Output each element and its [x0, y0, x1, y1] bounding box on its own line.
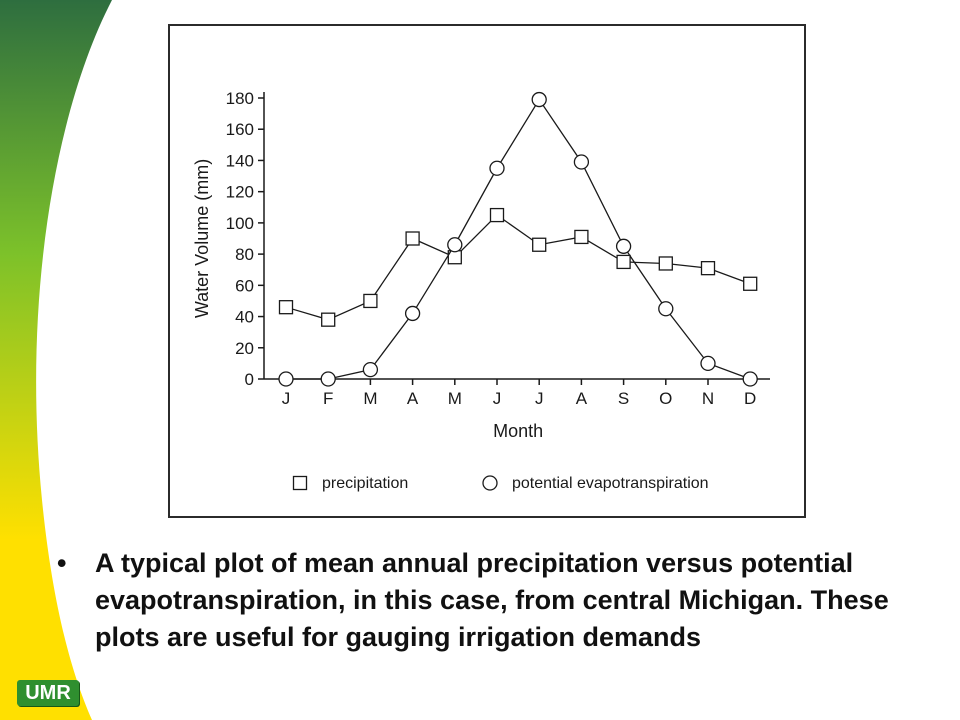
decorative-side-band — [0, 0, 112, 720]
x-tick-label: J — [493, 389, 502, 408]
y-tick-label: 40 — [235, 308, 254, 327]
precipitation-data-point — [743, 276, 758, 291]
evapotranspiration-data-point — [404, 305, 421, 322]
x-tick-label: M — [363, 389, 377, 408]
y-tick-label: 100 — [226, 214, 254, 233]
caption-text: A typical plot of mean annual precipitat… — [95, 548, 889, 652]
y-tick-label: 180 — [226, 89, 254, 108]
x-tick-label: A — [407, 389, 419, 408]
legend-label-precipitation: precipitation — [322, 475, 408, 492]
evapotranspiration-data-point — [700, 355, 716, 372]
evapotranspiration-data-point — [278, 371, 294, 387]
legend-marker-precipitation — [292, 475, 308, 491]
x-axis-title: Month — [493, 421, 543, 441]
precipitation-series-line — [285, 214, 751, 321]
x-tick-label: S — [618, 389, 629, 408]
precipitation-data-point — [363, 293, 378, 309]
chart-frame: 0 20 40 60 80 100 120 140 160 180 J F M A M J J A S O N D Mont… — [168, 24, 806, 518]
caption: • A typical plot of mean annual precipit… — [57, 545, 947, 656]
y-tick-label: 140 — [226, 151, 254, 170]
evapotranspiration-data-point — [658, 301, 674, 317]
bullet-marker: • — [57, 548, 67, 578]
precipitation-data-point — [278, 300, 294, 315]
y-tick-label: 120 — [226, 183, 254, 202]
precipitation-data-point — [321, 312, 336, 327]
umr-logo: UMR — [17, 680, 79, 706]
y-tick-label: 80 — [235, 245, 254, 264]
line-chart: 0 20 40 60 80 100 120 140 160 180 J F M A M J J A S O N D Mont… — [192, 89, 770, 492]
evapotranspiration-data-point — [531, 91, 547, 108]
evapotranspiration-data-point — [573, 154, 590, 170]
y-tick-label: 60 — [235, 276, 254, 295]
precipitation-data-point — [574, 229, 589, 245]
legend-marker-evapotranspiration — [482, 475, 498, 491]
y-axis-title: Water Volume (mm) — [192, 159, 212, 318]
precipitation-data-point — [700, 261, 716, 276]
precipitation-data-point — [405, 231, 420, 246]
evapotranspiration-data-point — [615, 238, 632, 254]
legend-label-evapotranspiration: potential evapotranspiration — [512, 475, 709, 492]
x-tick-label: M — [448, 389, 462, 408]
evapotranspiration-data-point — [320, 371, 336, 387]
x-tick-label: J — [535, 389, 544, 408]
x-tick-label: D — [744, 389, 756, 408]
x-tick-label: F — [323, 389, 333, 408]
x-tick-label: N — [702, 389, 714, 408]
precipitation-data-point — [532, 237, 547, 252]
x-tick-label: J — [282, 389, 291, 408]
precipitation-data-point — [616, 254, 631, 270]
x-tick-label: O — [659, 389, 672, 408]
evapotranspiration-data-point — [489, 160, 505, 176]
evapotranspiration-series-line — [286, 98, 751, 380]
evapotranspiration-data-point — [447, 237, 463, 253]
evapotranspiration-data-point — [742, 371, 758, 387]
y-tick-label: 160 — [226, 120, 254, 139]
precipitation-data-point — [658, 256, 673, 271]
precipitation-data-point — [489, 207, 505, 223]
y-tick-label: 20 — [235, 339, 254, 358]
evapotranspiration-data-point — [362, 361, 379, 378]
y-tick-label: 0 — [245, 370, 254, 389]
x-tick-label: A — [576, 389, 588, 408]
